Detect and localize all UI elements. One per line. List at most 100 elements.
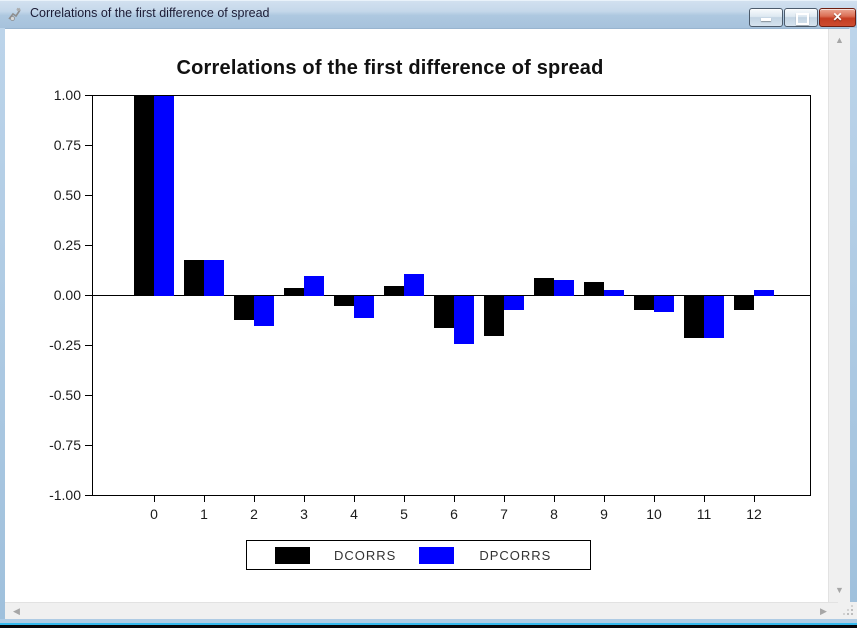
bar-dcorrs-lag-0 [134,96,154,296]
bar-dcorrs-lag-11 [684,296,704,338]
y-axis-tick [85,295,92,296]
y-axis-label: -0.75 [49,437,81,453]
y-axis-tick [85,495,92,496]
y-axis-tick [85,195,92,196]
bar-dpcorrs-lag-11 [704,296,724,338]
legend-label-dcorrs: DCORRS [334,547,397,563]
y-axis-label: -0.25 [49,337,81,353]
y-axis-tick [85,395,92,396]
bar-dcorrs-lag-5 [384,286,404,296]
legend-swatch-dpcorrs [419,546,455,564]
bar-dpcorrs-lag-6 [454,296,474,344]
x-axis-tick [304,496,305,502]
bar-dcorrs-lag-10 [634,296,654,310]
scroll-down-icon[interactable]: ▼ [835,585,844,595]
bar-dcorrs-lag-2 [234,296,254,320]
y-axis-tick [85,445,92,446]
bar-dpcorrs-lag-5 [404,274,424,296]
bar-dcorrs-lag-9 [584,282,604,296]
plot-area [92,95,811,496]
bar-dcorrs-lag-7 [484,296,504,336]
y-axis-label: 0.25 [53,237,81,253]
x-axis-tick [404,496,405,502]
x-axis-tick [204,496,205,502]
y-axis-tick [85,345,92,346]
bar-dpcorrs-lag-0 [154,96,174,296]
y-axis-label: 1.00 [53,87,81,103]
bar-dcorrs-lag-12 [734,296,754,310]
x-axis-label: 9 [600,506,608,522]
bar-dpcorrs-lag-9 [604,290,624,296]
titlebar[interactable]: Correlations of the first difference of … [0,0,857,29]
resize-grip[interactable] [838,602,857,619]
chart-canvas: Correlations of the first difference of … [5,29,828,602]
window-border-right [849,28,857,620]
x-axis-label: 2 [250,506,258,522]
bar-dpcorrs-lag-1 [204,260,224,296]
legend: DCORRS DPCORRS [246,540,591,570]
chart-window-icon [7,6,23,22]
minimize-icon [761,18,771,21]
scroll-left-icon[interactable]: ◀ [13,606,20,616]
scroll-right-icon[interactable]: ▶ [820,606,827,616]
desktop-edge [0,625,857,628]
x-axis-label: 4 [350,506,358,522]
x-axis-tick [554,496,555,502]
vertical-scrollbar[interactable]: ▲ ▼ [828,29,850,602]
x-axis-tick [654,496,655,502]
x-axis-label: 12 [746,506,762,522]
bar-dpcorrs-lag-7 [504,296,524,310]
y-axis-label: 0.75 [53,137,81,153]
bar-dcorrs-lag-8 [534,278,554,296]
x-axis-label: 5 [400,506,408,522]
bar-dcorrs-lag-1 [184,260,204,296]
y-axis-tick [85,145,92,146]
legend-label-dpcorrs: DPCORRS [479,547,552,563]
y-axis-label: 0.50 [53,187,81,203]
bar-dpcorrs-lag-10 [654,296,674,312]
bar-dpcorrs-lag-8 [554,280,574,296]
x-axis-tick [754,496,755,502]
x-axis-label: 1 [200,506,208,522]
bar-dcorrs-lag-6 [434,296,454,328]
x-axis-tick [354,496,355,502]
bar-dpcorrs-lag-3 [304,276,324,296]
maximize-button[interactable] [784,8,818,27]
window-glow-line [0,623,857,625]
x-axis-label: 11 [696,506,712,522]
window-title: Correlations of the first difference of … [30,6,270,20]
y-axis-label: 0.00 [53,287,81,303]
bar-dcorrs-lag-3 [284,288,304,296]
close-button[interactable]: ✕ [819,8,856,27]
x-axis-tick [704,496,705,502]
bar-dpcorrs-lag-2 [254,296,274,326]
bar-dcorrs-lag-4 [334,296,354,306]
y-axis-tick [85,245,92,246]
window-border-bottom [0,619,857,623]
y-axis-label: -0.50 [49,387,81,403]
x-axis-label: 6 [450,506,458,522]
horizontal-scrollbar[interactable]: ◀ ▶ [5,602,838,620]
x-axis-label: 10 [646,506,662,522]
x-axis-label: 7 [500,506,508,522]
y-axis-tick [85,95,92,96]
maximize-icon [796,13,809,25]
chart-title: Correlations of the first difference of … [176,57,604,79]
y-axis-label: -1.00 [49,487,81,503]
window-border-left [0,28,5,620]
x-axis-tick [254,496,255,502]
x-axis-label: 3 [300,506,308,522]
scroll-up-icon[interactable]: ▲ [835,35,844,45]
x-axis-tick [504,496,505,502]
minimize-button[interactable] [749,8,783,27]
zero-axis-line [93,295,810,296]
x-axis-tick [154,496,155,502]
x-axis-tick [604,496,605,502]
x-axis-label: 8 [550,506,558,522]
close-icon: ✕ [832,10,843,24]
x-axis-label: 0 [150,506,158,522]
x-axis-tick [454,496,455,502]
bar-dpcorrs-lag-12 [754,290,774,296]
legend-swatch-dcorrs [275,546,310,564]
